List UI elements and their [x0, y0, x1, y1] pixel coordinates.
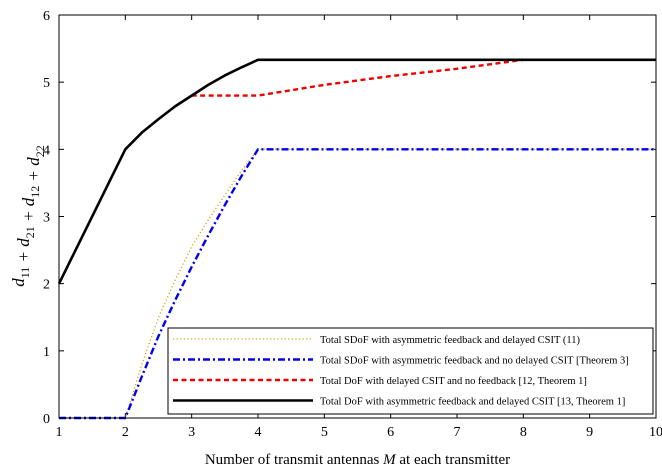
y-axis-label: d11 + d21 + d12 + d22 — [9, 145, 47, 287]
series-line-3 — [191, 58, 524, 97]
legend-label-2: Total SDoF with asymmetric feedback and … — [320, 356, 629, 367]
ylabel-subscript: 12 — [28, 186, 42, 198]
plot-frame — [58, 14, 657, 419]
x-tick-label: 10 — [649, 425, 662, 440]
series-line-4 — [57, 58, 656, 285]
x-tick-label: 9 — [586, 425, 593, 440]
x-tick-label: 4 — [255, 425, 262, 440]
x-tick-label: 2 — [122, 425, 129, 440]
y-tick-label: 5 — [43, 76, 50, 91]
x-tick-labels: 1 2 3 4 5 6 7 8 9 10 — [56, 425, 662, 440]
x-tick-label: 1 — [56, 425, 63, 440]
legend-label-3: Total DoF with delayed CSIT and no feedb… — [320, 376, 587, 387]
ylabel-subscript: 21 — [23, 226, 37, 238]
legend-box — [167, 327, 654, 415]
x-tick-label: 3 — [188, 425, 195, 440]
ylabel-subscript: 11 — [18, 267, 32, 279]
ylabel-term: + d — [24, 157, 43, 186]
legend-label-4: Total DoF with asymmetric feedback and d… — [320, 397, 625, 408]
y-tick-label: 0 — [43, 412, 50, 427]
x-axis-label: Number of transmit antennas M at each tr… — [205, 452, 510, 468]
ylabel-subscript: 22 — [33, 145, 47, 157]
legend-label-1: Total SDoF with asymmetric feedback and … — [320, 335, 580, 346]
y-tick-label: 2 — [43, 278, 50, 293]
ylabel-term: d — [9, 278, 28, 287]
y-tick-labels: 0 1 2 3 4 5 6 — [43, 9, 50, 427]
legend: Total SDoF with asymmetric feedback and … — [167, 327, 654, 415]
x-tick-label: 6 — [387, 425, 394, 440]
y-tick-label: 6 — [43, 9, 50, 24]
x-tick-label: 5 — [321, 425, 328, 440]
y-tick-label: 3 — [43, 211, 50, 226]
y-tick-label: 1 — [43, 345, 50, 360]
ylabel-term: + d — [14, 238, 33, 267]
x-tick-label: 8 — [520, 425, 527, 440]
series-line-2 — [59, 148, 656, 420]
ylabel-term: + d — [19, 197, 38, 226]
series-lines — [57, 58, 656, 420]
y-tick-label: 4 — [43, 143, 50, 158]
x-tick-label: 7 — [454, 425, 461, 440]
